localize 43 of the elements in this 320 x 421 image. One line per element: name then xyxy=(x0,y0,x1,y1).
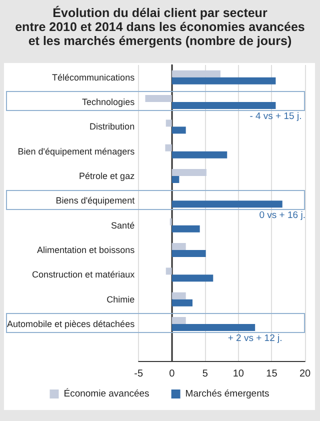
bar xyxy=(172,102,276,109)
legend-label: Économie avancées xyxy=(64,388,150,400)
y-tick-label: Pétrole et gaz xyxy=(79,171,136,181)
x-tick-label: 0 xyxy=(169,368,176,380)
y-tick-label: Technologies xyxy=(82,97,136,107)
bar xyxy=(172,70,220,78)
y-tick-label: Automobile et pièces détachées xyxy=(6,319,136,329)
bar xyxy=(165,144,172,152)
bar xyxy=(172,176,180,183)
annotation: + 2 vs + 12 j. xyxy=(228,333,282,344)
chart-title: Évolution du délai client par secteur entre 2010 et 2014 dans les économies avancées et les marchés émergents (nombre de jours) xyxy=(14,6,306,48)
bar xyxy=(172,126,186,134)
y-tick-label: Chimie xyxy=(106,294,135,304)
y-tick-label: Distribution xyxy=(90,122,135,132)
bar xyxy=(166,120,172,127)
x-tick-label: -5 xyxy=(134,368,144,380)
annotation: - 4 vs + 15 j. xyxy=(250,111,302,122)
bar xyxy=(172,299,192,306)
bar xyxy=(172,225,200,232)
bar xyxy=(172,243,186,250)
y-tick-label: Construction et matériaux xyxy=(32,270,136,280)
y-tick-label: Alimentation et boissons xyxy=(37,245,136,255)
bar xyxy=(172,250,206,257)
bar xyxy=(172,274,214,282)
bar xyxy=(172,292,186,300)
x-tick-label: 5 xyxy=(202,368,208,380)
bar xyxy=(172,324,256,331)
bar xyxy=(145,95,172,102)
x-tick-label: 20 xyxy=(299,368,311,380)
y-tick-label: Biens d'équipement xyxy=(56,196,136,206)
bar xyxy=(166,268,172,275)
annotation: 0 vs + 16 j. xyxy=(259,210,306,221)
y-tick-label: Télécommunications xyxy=(52,72,136,82)
bar xyxy=(172,151,228,158)
y-tick-label: Bien d'équipement ménagers xyxy=(18,146,136,156)
legend-label: Marchés émergents xyxy=(185,388,270,400)
x-tick-label: 15 xyxy=(266,368,278,380)
x-tick-label: 10 xyxy=(232,368,244,380)
y-tick-label: Santé xyxy=(111,220,135,230)
bar xyxy=(172,77,276,84)
bar xyxy=(172,169,206,176)
bar xyxy=(172,317,186,324)
bar xyxy=(172,200,282,208)
